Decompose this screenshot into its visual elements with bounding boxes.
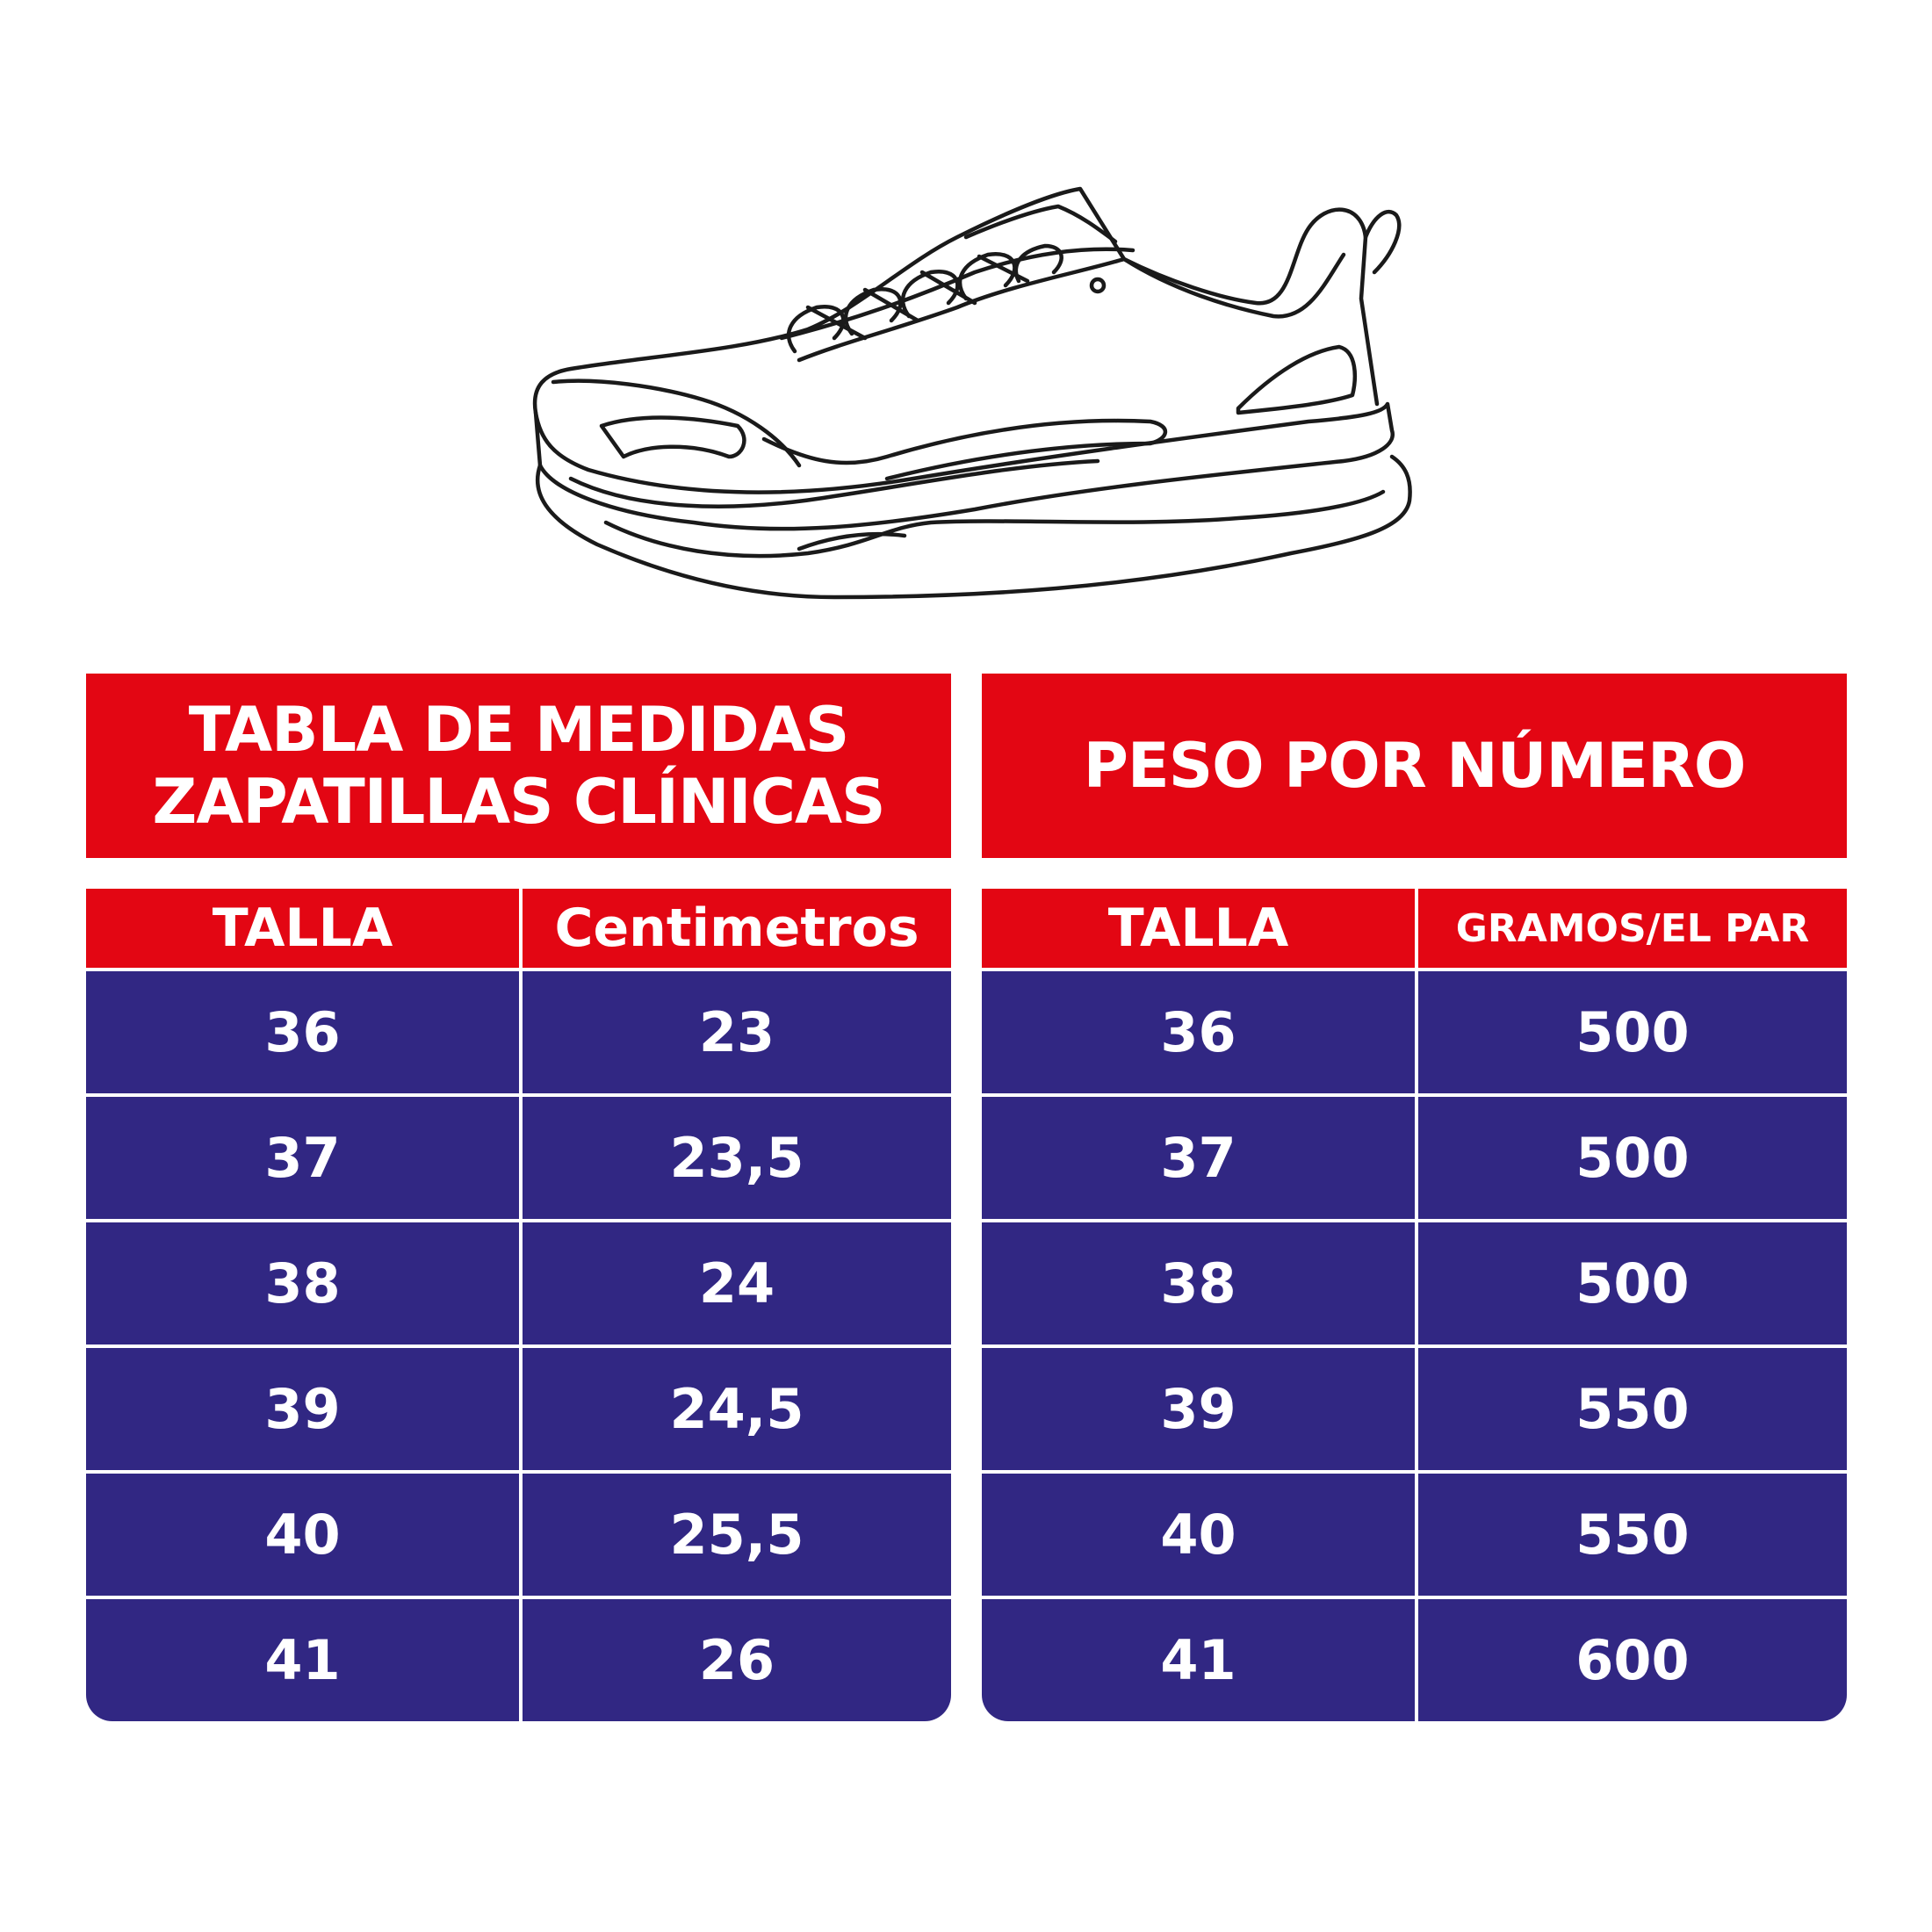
table-row: 36 23 xyxy=(86,968,951,1093)
table-row: 37 500 xyxy=(982,1093,1847,1219)
table-row: 40 550 xyxy=(982,1470,1847,1596)
table-row: 41 26 xyxy=(86,1596,951,1721)
talla-cell: 39 xyxy=(982,1348,1418,1470)
weight-table-body: 36 500 37 500 38 500 39 550 40 550 41 60… xyxy=(982,968,1847,1721)
centimetros-cell: 24,5 xyxy=(669,1377,804,1441)
weight-table-header: TALLA GRAMOS/EL PAR xyxy=(982,889,1847,968)
weight-table: PESO POR NÚMERO TALLA GRAMOS/EL PAR 36 5… xyxy=(982,674,1847,1721)
talla-cell: 41 xyxy=(982,1599,1418,1721)
talla-cell: 39 xyxy=(86,1348,523,1470)
talla-cell: 36 xyxy=(982,971,1418,1093)
talla-cell: 40 xyxy=(86,1474,523,1596)
weight-table-title-text: PESO POR NÚMERO xyxy=(1083,730,1747,802)
size-table-body: 36 23 37 23,5 38 24 39 24,5 40 25,5 41 2… xyxy=(86,968,951,1721)
table-row: 38 24 xyxy=(86,1219,951,1344)
weight-table-header-talla: TALLA xyxy=(982,889,1418,968)
size-table: TABLA DE MEDIDAS ZAPATILLAS CLÍNICAS TAL… xyxy=(86,674,951,1721)
size-table-header: TALLA Centimetros xyxy=(86,889,951,968)
talla-cell: 38 xyxy=(982,1222,1418,1344)
sneaker-outline-icon xyxy=(532,186,1412,600)
size-table-header-centimetros: Centimetros xyxy=(554,898,919,959)
centimetros-cell: 23 xyxy=(698,1000,775,1064)
size-table-header-talla: TALLA xyxy=(86,889,523,968)
talla-cell: 37 xyxy=(86,1097,523,1219)
gramos-cell: 500 xyxy=(1575,1126,1690,1190)
centimetros-cell: 25,5 xyxy=(669,1503,804,1567)
talla-cell: 37 xyxy=(982,1097,1418,1219)
table-row: 41 600 xyxy=(982,1596,1847,1721)
table-row: 40 25,5 xyxy=(86,1470,951,1596)
table-row: 39 550 xyxy=(982,1344,1847,1470)
size-table-title: TABLA DE MEDIDAS ZAPATILLAS CLÍNICAS xyxy=(86,674,951,858)
gramos-cell: 550 xyxy=(1575,1377,1690,1441)
talla-cell: 40 xyxy=(982,1474,1418,1596)
table-row: 36 500 xyxy=(982,968,1847,1093)
table-row: 39 24,5 xyxy=(86,1344,951,1470)
gramos-cell: 550 xyxy=(1575,1503,1690,1567)
gramos-cell: 500 xyxy=(1575,1251,1690,1316)
table-row: 38 500 xyxy=(982,1219,1847,1344)
table-row: 37 23,5 xyxy=(86,1093,951,1219)
weight-table-title: PESO POR NÚMERO xyxy=(982,674,1847,858)
weight-table-header-gramos: GRAMOS/EL PAR xyxy=(1455,905,1810,951)
size-table-title-line2: ZAPATILLAS CLÍNICAS xyxy=(152,766,885,838)
centimetros-cell: 24 xyxy=(698,1251,775,1316)
talla-cell: 38 xyxy=(86,1222,523,1344)
centimetros-cell: 23,5 xyxy=(669,1126,804,1190)
centimetros-cell: 26 xyxy=(698,1628,775,1692)
gramos-cell: 500 xyxy=(1575,1000,1690,1064)
size-table-title-line1: TABLA DE MEDIDAS xyxy=(188,694,850,766)
talla-cell: 36 xyxy=(86,971,523,1093)
gramos-cell: 600 xyxy=(1575,1628,1690,1692)
talla-cell: 41 xyxy=(86,1599,523,1721)
